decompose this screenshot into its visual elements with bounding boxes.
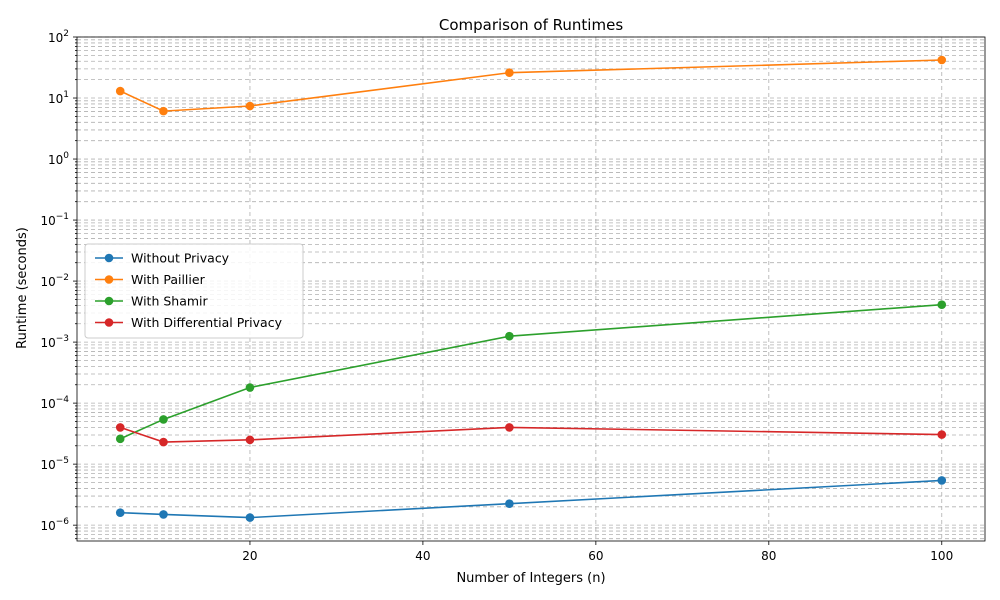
chart-title: Comparison of Runtimes: [439, 16, 623, 34]
data-point-with-paillier: [159, 106, 168, 116]
y-axis-ticks: 10−6 10−5 10−4 10−3 10−2 10−1 100 101 102: [40, 29, 77, 540]
legend-marker: [104, 296, 114, 306]
legend-label: With Shamir: [131, 294, 209, 309]
y-tick-label: 100: [48, 151, 69, 167]
data-point-without-privacy: [159, 510, 168, 519]
legend-marker: [104, 318, 114, 327]
data-point-with-paillier: [245, 101, 255, 111]
data-point-with-paillier: [505, 68, 514, 77]
legend-label: With Differential Privacy: [131, 315, 283, 330]
data-point-with-shamir: [937, 300, 947, 310]
y-tick-label: 101: [48, 90, 69, 106]
legend-box: [84, 243, 304, 339]
x-tick-label: 60: [588, 549, 603, 563]
x-axis-label: Number of Integers (n): [456, 571, 605, 586]
legend: Without Privacy With Paillier With Shamir W…: [84, 243, 304, 339]
y-tick-label: 10−3: [40, 334, 69, 350]
data-point-with-shamir: [159, 415, 168, 424]
y-tick-label: 10−1: [40, 212, 69, 228]
legend-label: With Paillier: [131, 272, 206, 287]
data-point-with-paillier: [937, 55, 947, 65]
data-point-without-privacy: [115, 508, 125, 518]
y-tick-label: 10−6: [40, 517, 69, 533]
y-tick-label: 10−2: [40, 273, 69, 289]
x-tick-label: 80: [761, 549, 776, 563]
data-point-with-shamir: [505, 331, 514, 341]
data-point-with-differential-privacy: [159, 437, 168, 447]
x-tick-label: 20: [242, 549, 257, 563]
plot-frame: [76, 36, 986, 542]
data-point-with-differential-privacy: [505, 423, 514, 432]
y-tick-label: 10−5: [40, 456, 69, 472]
legend-marker: [104, 275, 114, 284]
data-point-without-privacy: [505, 499, 514, 508]
data-point-without-privacy: [937, 476, 947, 485]
data-point-with-paillier: [115, 86, 125, 96]
x-tick-label: 100: [930, 549, 953, 563]
legend-marker: [104, 253, 114, 263]
data-point-with-shamir: [245, 383, 255, 392]
x-axis-ticks: 20 40 60 80 100: [242, 541, 953, 563]
grid-lines: [77, 36, 985, 541]
data-point-without-privacy: [245, 513, 255, 522]
x-tick-label: 40: [415, 549, 430, 563]
data-point-with-differential-privacy: [937, 430, 947, 439]
y-axis-label: Runtime (seconds): [15, 227, 30, 349]
y-tick-label: 10−4: [40, 395, 69, 411]
series-layer: [115, 55, 947, 522]
data-point-with-differential-privacy: [115, 423, 125, 432]
data-point-with-differential-privacy: [245, 435, 255, 445]
y-tick-label: 102: [48, 29, 69, 45]
legend-label: Without Privacy: [131, 251, 230, 266]
data-point-with-shamir: [115, 434, 125, 444]
